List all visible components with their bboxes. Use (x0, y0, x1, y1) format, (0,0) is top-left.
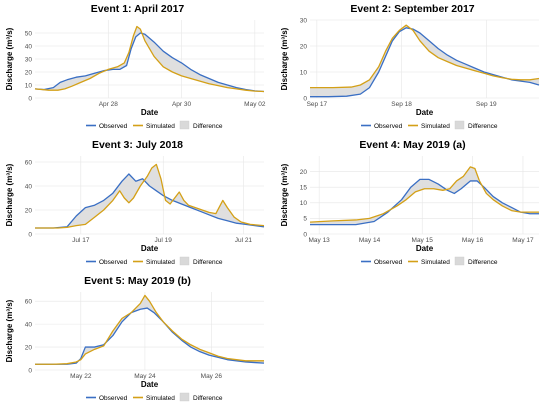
legend-label-simulated: Simulated (421, 123, 450, 130)
legend-label-observed: Observed (99, 123, 128, 130)
x-tick-label: May 24 (134, 373, 156, 380)
y-tick-label: 15 (300, 185, 308, 192)
x-tick-label: Jul 19 (155, 237, 173, 244)
legend-label-difference: Difference (468, 259, 498, 266)
x-axis-label: Date (141, 244, 159, 253)
y-tick-label: 60 (25, 159, 33, 166)
x-tick-label: May 16 (462, 237, 484, 244)
difference-ribbon (35, 27, 264, 92)
y-tick-label: 0 (28, 367, 32, 374)
chart-panel-1: Event 1: April 2017 0 10 20 30 40 50 Apr 28 Apr … (0, 0, 275, 136)
x-tick-label: May 17 (512, 237, 534, 244)
difference-ribbon (310, 25, 539, 97)
y-tick-label: 0 (28, 95, 32, 102)
series-line-simulated (35, 294, 264, 365)
series-line-simulated (309, 166, 539, 223)
y-tick-label: 50 (25, 30, 33, 37)
chart-title: Event 5: May 2019 (b) (84, 275, 191, 287)
y-tick-label: 20 (300, 43, 308, 50)
x-tick-label: Sep 17 (307, 101, 328, 108)
legend-key-difference (454, 120, 465, 130)
x-tick-label: May 13 (308, 237, 330, 244)
x-tick-label: May 02 (244, 101, 266, 108)
chart-title: Event 4: May 2019 (a) (359, 139, 465, 151)
legend-label-difference: Difference (193, 123, 223, 130)
y-tick-label: 10 (300, 69, 308, 76)
y-tick-label: 30 (300, 17, 308, 24)
x-axis-label: Date (416, 244, 434, 253)
x-tick-label: Jul 17 (72, 237, 90, 244)
legend-label-simulated: Simulated (146, 259, 175, 266)
series-line-observed (35, 307, 265, 365)
x-axis-label: Date (141, 380, 159, 389)
y-axis-label: Discharge (m³/s) (280, 27, 289, 90)
y-tick-label: 20 (25, 69, 33, 76)
legend-key-difference (454, 256, 465, 266)
y-axis-label: Discharge (m³/s) (5, 27, 14, 90)
x-tick-label: May 15 (412, 237, 434, 244)
legend-key-difference (179, 256, 190, 266)
chart-panel-3: Event 3: July 2018 0 20 40 60 Jul 17 Jul 19 Jul… (0, 136, 275, 272)
y-tick-label: 40 (25, 43, 33, 50)
legend-key-difference (179, 120, 190, 130)
series-line-simulated (310, 24, 540, 89)
x-tick-label: May 22 (70, 373, 92, 380)
y-axis-label: Discharge (m³/s) (5, 299, 14, 362)
y-tick-label: 60 (25, 298, 33, 305)
legend-key-difference (179, 392, 190, 402)
series-line-simulated (35, 163, 265, 229)
x-tick-label: Sep 19 (476, 101, 497, 108)
x-axis-label: Date (141, 108, 159, 117)
y-tick-label: 0 (303, 231, 307, 238)
x-tick-label: Jul 21 (235, 237, 253, 244)
chart-svg-4: Event 4: May 2019 (a) 0 5 10 15 20 May 13 May 1… (280, 139, 539, 266)
series-line-observed (34, 32, 265, 93)
difference-ribbon (310, 166, 539, 225)
chart-svg-2: Event 2: September 2017 0 10 20 30 Sep 17 Sep … (280, 3, 540, 130)
difference-ribbon (35, 296, 264, 365)
chart-panel-5: Event 5: May 2019 (b) 0 20 40 60 May 22 May 24… (0, 272, 275, 408)
legend-label-simulated: Simulated (146, 123, 175, 130)
y-tick-label: 40 (25, 183, 33, 190)
y-axis-label: Discharge (m³/s) (5, 163, 14, 226)
difference-ribbon (35, 165, 264, 228)
series-line-simulated (34, 25, 265, 93)
chart-svg-1: Event 1: April 2017 0 10 20 30 40 50 Apr 28 Apr … (5, 3, 266, 130)
y-tick-label: 20 (25, 207, 33, 214)
y-tick-label: 30 (25, 56, 33, 63)
y-tick-label: 20 (300, 169, 308, 176)
y-tick-label: 10 (300, 200, 308, 207)
y-tick-label: 10 (25, 82, 33, 89)
x-axis-label: Date (416, 108, 434, 117)
x-tick-label: Sep 18 (391, 101, 412, 108)
y-tick-label: 0 (28, 231, 32, 238)
legend-label-observed: Observed (99, 259, 128, 266)
chart-title: Event 2: September 2017 (350, 3, 474, 15)
y-tick-label: 40 (25, 321, 33, 328)
legend-label-difference: Difference (468, 123, 498, 130)
legend-label-simulated: Simulated (146, 395, 175, 402)
chart-svg-5: Event 5: May 2019 (b) 0 20 40 60 May 22 May 24… (5, 275, 265, 402)
x-tick-label: May 26 (201, 373, 223, 380)
chart-panel-4: Event 4: May 2019 (a) 0 5 10 15 20 May 13 May 1… (275, 136, 550, 272)
y-tick-label: 20 (25, 344, 33, 351)
series-line-observed (35, 173, 265, 229)
chart-panel-2: Event 2: September 2017 0 10 20 30 Sep 17 Sep … (275, 0, 550, 136)
chart-title: Event 3: July 2018 (92, 139, 183, 151)
legend-label-difference: Difference (193, 259, 223, 266)
series-line-observed (310, 178, 539, 226)
legend-label-difference: Difference (193, 395, 223, 402)
legend-label-observed: Observed (99, 395, 128, 402)
y-tick-label: 5 (303, 216, 307, 223)
legend-label-observed: Observed (374, 259, 403, 266)
chart-title: Event 1: April 2017 (91, 3, 185, 15)
legend-label-observed: Observed (374, 123, 403, 130)
y-tick-label: 0 (303, 95, 307, 102)
x-tick-label: Apr 28 (99, 101, 119, 108)
x-tick-label: May 14 (359, 237, 381, 244)
x-tick-label: Apr 30 (172, 101, 192, 108)
y-axis-label: Discharge (m³/s) (280, 163, 289, 226)
legend-label-simulated: Simulated (421, 259, 450, 266)
chart-svg-3: Event 3: July 2018 0 20 40 60 Jul 17 Jul 19 Jul… (5, 139, 265, 266)
